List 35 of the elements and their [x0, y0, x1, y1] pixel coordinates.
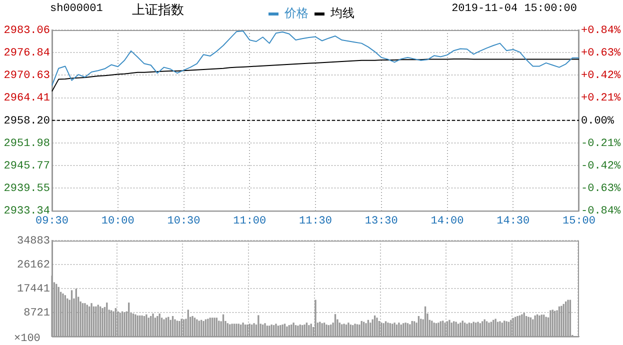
- y-tick-label: 2970.63: [4, 70, 50, 82]
- y-tick-label: 34883: [16, 236, 50, 248]
- y2-tick-label: +0.63%: [581, 48, 622, 60]
- y-tick-label: 2983.06: [4, 24, 50, 37]
- y2-tick-label: +0.42%: [581, 70, 622, 82]
- y-tick-label: 2958.20: [4, 115, 50, 128]
- y-tick-label: 2976.84: [4, 48, 50, 60]
- y-tick-label: 2939.55: [4, 183, 50, 196]
- y2-tick-label: 0.00%: [581, 115, 614, 128]
- x-tick-label: 11:00: [233, 215, 266, 228]
- x-tick-label: 11:30: [298, 215, 332, 228]
- y-tick-label: 17441: [16, 283, 50, 296]
- y-tick-label: 2945.77: [4, 160, 50, 173]
- legend-label: 均线: [330, 6, 354, 20]
- y-tick-label: 2951.98: [4, 138, 50, 150]
- x-tick-label: 14:30: [496, 215, 530, 228]
- y2-tick-label: +0.21%: [581, 92, 622, 105]
- x-tick-label: 09:30: [35, 215, 69, 228]
- x-tick-label: 14:00: [430, 215, 464, 228]
- chart-subtitle: sh000001: [50, 3, 103, 15]
- x-tick-label: 15:00: [562, 215, 596, 228]
- x-tick-label: 10:30: [167, 215, 200, 228]
- x-tick-label: 13:30: [364, 215, 398, 228]
- x-tick-label: 10:00: [101, 215, 134, 228]
- y2-tick-label: +0.84%: [581, 24, 622, 37]
- y-axis-title: ×100: [14, 333, 40, 345]
- y2-tick-label: -0.42%: [581, 160, 622, 173]
- chart-title: 上证指数: [132, 2, 184, 19]
- y-tick-label: 8721: [24, 307, 50, 320]
- text: 2019-11-04 15:00:00: [452, 3, 577, 15]
- y-tick-label: 26162: [16, 259, 50, 272]
- y2-tick-label: -0.63%: [581, 183, 622, 196]
- y-tick-label: 2964.41: [4, 92, 50, 105]
- legend-label: 价格: [284, 6, 308, 20]
- y2-tick-label: -0.21%: [581, 138, 622, 150]
